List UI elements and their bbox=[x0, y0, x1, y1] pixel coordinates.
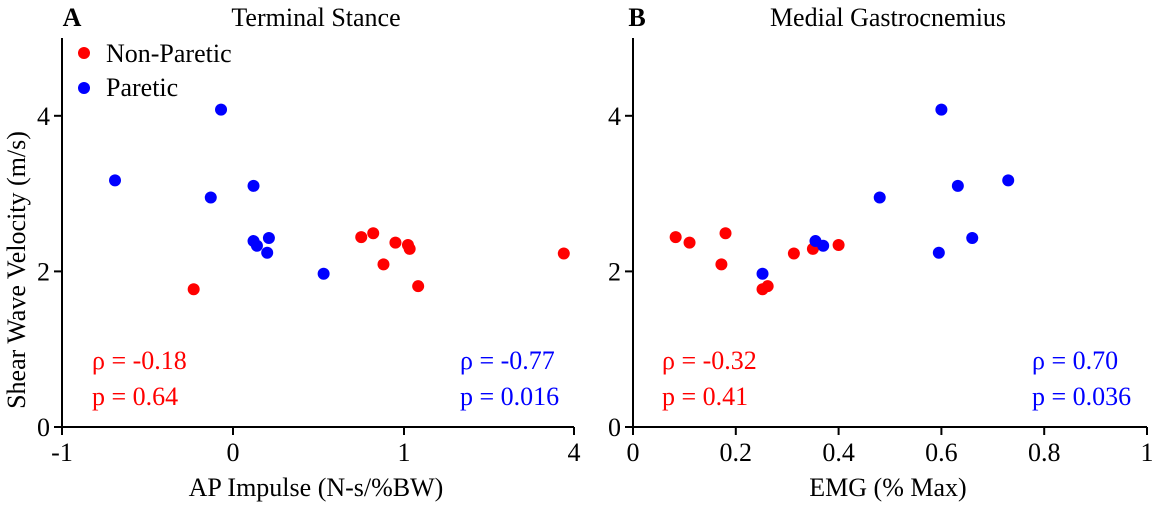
paretic-point bbox=[247, 179, 260, 192]
paretic-point bbox=[261, 246, 274, 259]
paretic-point bbox=[966, 231, 979, 244]
legend-label-non-paretic: Non-Paretic bbox=[106, 39, 232, 68]
y-tick-label: 0 bbox=[37, 413, 50, 442]
legend-marker-non-paretic bbox=[78, 47, 90, 59]
y-tick-label: 4 bbox=[37, 102, 50, 131]
x-tick-label: 0.4 bbox=[822, 438, 855, 467]
non-paretic-point bbox=[367, 227, 380, 240]
panel-b-title: Medial Gastrocnemius bbox=[770, 3, 1006, 32]
non-paretic-point bbox=[355, 231, 368, 244]
panel-a-rho-paretic: ρ = -0.77 bbox=[460, 346, 555, 375]
panel-b-x-axis-label: EMG (% Max) bbox=[809, 473, 966, 502]
non-paretic-point bbox=[389, 236, 402, 249]
legend: Non-Paretic Paretic bbox=[78, 39, 232, 102]
paretic-point bbox=[250, 239, 263, 252]
non-paretic-point bbox=[787, 247, 800, 260]
paretic-point bbox=[204, 191, 217, 204]
x-tick-label: -1 bbox=[51, 438, 73, 467]
non-paretic-point bbox=[669, 231, 682, 244]
x-tick-label: 0.8 bbox=[1028, 438, 1061, 467]
non-paretic-point bbox=[557, 247, 570, 260]
y-tick-label: 2 bbox=[608, 257, 621, 286]
x-tick-label: 1 bbox=[398, 438, 411, 467]
legend-marker-paretic bbox=[78, 82, 90, 94]
non-paretic-point bbox=[683, 236, 696, 249]
panel-a-rho-non-paretic: ρ = -0.18 bbox=[92, 346, 187, 375]
panel-b-p-non-paretic: p = 0.41 bbox=[662, 382, 748, 411]
panel-a-p-paretic: p = 0.016 bbox=[460, 382, 559, 411]
paretic-point bbox=[317, 267, 330, 280]
non-paretic-point bbox=[832, 238, 845, 251]
non-paretic-point bbox=[719, 227, 732, 240]
panel-a-label: A bbox=[63, 3, 82, 32]
x-tick-label: 1 bbox=[1141, 438, 1154, 467]
paretic-point bbox=[935, 103, 948, 116]
paretic-point bbox=[109, 174, 122, 187]
x-tick-label: 4 bbox=[568, 438, 581, 467]
panel-a-p-non-paretic: p = 0.64 bbox=[92, 382, 178, 411]
panel-b-rho-non-paretic: ρ = -0.32 bbox=[662, 346, 757, 375]
paretic-point bbox=[756, 267, 769, 280]
paretic-point bbox=[262, 231, 275, 244]
x-tick-label: 0 bbox=[227, 438, 240, 467]
paretic-point bbox=[873, 191, 886, 204]
paretic-point bbox=[817, 239, 830, 252]
legend-label-paretic: Paretic bbox=[106, 73, 178, 102]
panel-a-x-axis-label: AP Impulse (N-s/%BW) bbox=[189, 473, 444, 502]
non-paretic-point bbox=[761, 280, 774, 293]
y-axis-label: Shear Wave Velocity (m/s) bbox=[2, 131, 31, 409]
x-tick-label: 0.6 bbox=[925, 438, 958, 467]
non-paretic-point bbox=[403, 242, 416, 255]
panel-b-label: B bbox=[628, 3, 645, 32]
panel-a-title: Terminal Stance bbox=[231, 3, 400, 32]
paretic-point bbox=[1002, 174, 1015, 187]
non-paretic-point bbox=[187, 283, 200, 296]
paretic-point bbox=[215, 103, 228, 116]
paretic-point bbox=[932, 246, 945, 259]
non-paretic-point bbox=[377, 258, 390, 271]
y-tick-label: 2 bbox=[37, 257, 50, 286]
non-paretic-point bbox=[412, 280, 425, 293]
x-tick-label: 0 bbox=[627, 438, 640, 467]
panel-b-p-paretic: p = 0.036 bbox=[1032, 382, 1131, 411]
x-tick-label: 0.2 bbox=[720, 438, 753, 467]
panel-b-rho-paretic: ρ = 0.70 bbox=[1032, 346, 1118, 375]
panel-a: A Terminal Stance 024 -1 0 1 4 AP Impulse (… bbox=[37, 3, 581, 502]
non-paretic-point bbox=[715, 258, 728, 271]
y-tick-label: 4 bbox=[608, 102, 621, 131]
y-tick-label: 0 bbox=[608, 413, 621, 442]
paretic-point bbox=[951, 179, 964, 192]
panel-b: B Medial Gastrocnemius 0 2 4 0 0.2 0.4 0.6 0.8… bbox=[608, 3, 1154, 502]
